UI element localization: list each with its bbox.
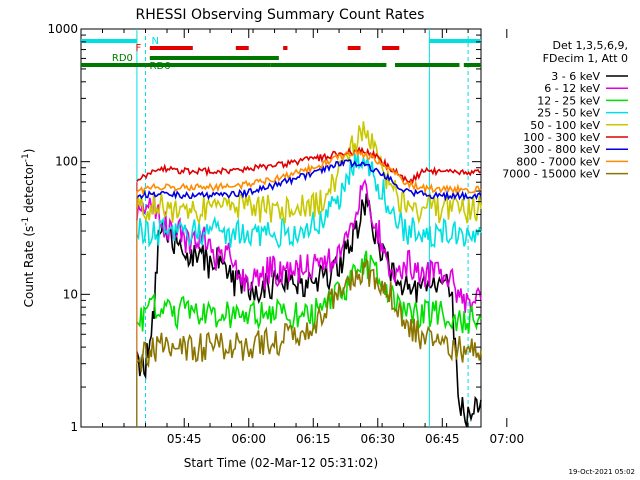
series-line-6-12keV — [136, 178, 482, 313]
legend-header-1: Det 1,3,5,6,9, — [552, 39, 628, 52]
legend: Det 1,3,5,6,9, FDecim 1, Att 0 3 - 6 keV… — [502, 39, 628, 181]
legend-label: 300 - 800 keV — [523, 143, 600, 156]
legend-label: 800 - 7000 keV — [516, 155, 600, 168]
legend-label: 25 - 50 keV — [537, 107, 600, 120]
legend-label: 7000 - 15000 keV — [502, 168, 600, 181]
rd6-flag-label: RD6 — [150, 61, 171, 72]
legend-label: 3 - 6 keV — [551, 70, 600, 83]
y-label-sup2: -1 — [21, 153, 31, 162]
series-layer — [136, 121, 482, 427]
legend-label: 6 - 12 keV — [544, 82, 600, 95]
x-tick-label: 07:00 — [490, 432, 525, 446]
series-line-12-25keV — [136, 250, 482, 334]
x-tick-label: 06:15 — [296, 432, 331, 446]
axis-layer: 1 10 100 1000 05:45 06:00 06:15 06:30 06:45 07:00 — [47, 22, 524, 446]
y-label-suffix: detector — [22, 162, 36, 217]
y-tick-label: 100 — [55, 155, 78, 169]
night-flag-label: N — [152, 36, 159, 47]
y-axis-label: Count Rate (s-1 detector-1) — [21, 149, 36, 308]
y-tick-label: 1 — [70, 420, 78, 434]
series-line-25-50keV — [136, 151, 482, 249]
y-label-sup: -1 — [21, 217, 31, 226]
series-line-800-7000keV — [136, 148, 482, 196]
series-line-7000-15000keV — [136, 257, 482, 373]
series-line-100-300keV — [136, 146, 482, 185]
rd0-flag-label: RD0 — [112, 53, 133, 64]
x-axis-label: Start Time (02-Mar-12 05:31:02) — [184, 456, 378, 470]
y-label-prefix: Count Rate (s — [22, 226, 36, 308]
x-tick-label: 06:00 — [231, 432, 266, 446]
series-line-300-800keV — [136, 158, 482, 202]
chart-title: RHESSI Observing Summary Count Rates — [136, 7, 425, 23]
y-tick-label: 10 — [63, 287, 78, 301]
legend-header-2: FDecim 1, Att 0 — [543, 52, 628, 65]
generation-timestamp: 19-Oct-2021 05:02 — [569, 468, 635, 476]
legend-label: 100 - 300 keV — [523, 131, 600, 144]
flare-flag-label: F — [136, 43, 142, 54]
y-label-close: ) — [22, 149, 36, 154]
series-line-50-100keV — [136, 121, 482, 226]
legend-label: 50 - 100 keV — [530, 119, 600, 132]
x-tick-label: 06:45 — [425, 432, 460, 446]
y-tick-label: 1000 — [47, 22, 78, 36]
x-tick-label: 06:30 — [360, 432, 395, 446]
plot-frame — [80, 28, 482, 428]
legend-label: 12 - 25 keV — [537, 94, 600, 107]
x-tick-label: 05:45 — [167, 432, 202, 446]
